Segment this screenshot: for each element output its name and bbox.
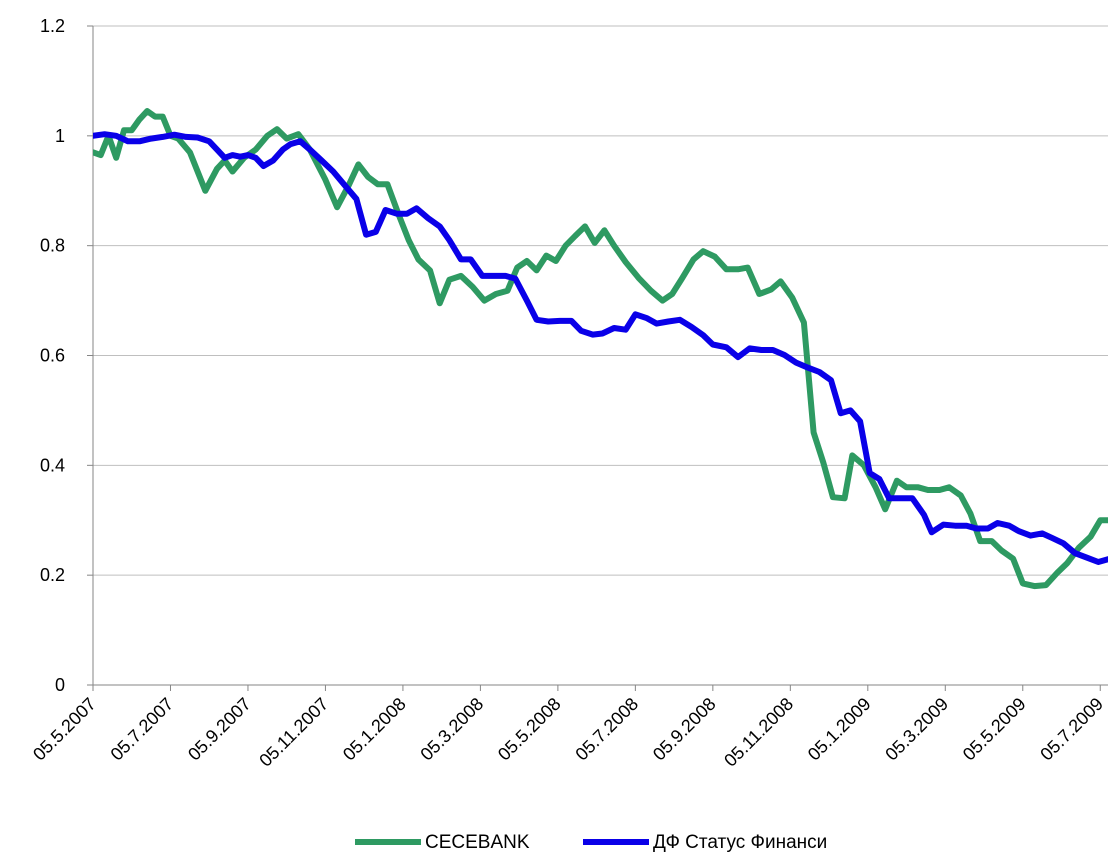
y-tick-label: 0.2 [40,565,65,585]
x-axis-tick-labels: 05.5.2007 05.7.2007 05.9.2007 05.11.2007 05.… [29,694,1107,771]
legend-label: ДФ Статус Финанси [653,832,827,853]
x-tick-label: 05.5.2008 [494,694,565,765]
x-tick-label: 05.9.2008 [649,694,720,765]
series-line-status-finansi [93,131,1108,565]
x-tick-label: 05.5.2007 [29,694,100,765]
legend-label: CECEBANK [425,832,530,853]
x-tick-label: 05.5.2009 [959,694,1030,765]
x-tick-label: 05.11.2008 [720,694,797,771]
y-tick-label: 0.8 [40,236,65,256]
y-tick-label: 1.2 [40,16,65,36]
gridlines [93,25,1108,576]
x-tick-label: 05.1.2008 [339,694,410,765]
x-tick-label: 05.7.2008 [571,694,642,765]
x-tick-label: 05.7.2009 [1036,694,1107,765]
y-tick-label: 1 [55,126,65,146]
legend: CECEBANK ДФ Статус Финанси [355,832,827,853]
series-line-cecebank [93,108,1108,590]
y-tick-label: 0.6 [40,346,65,366]
x-tick-label: 05.1.2009 [804,694,875,765]
y-tick-label: 0.4 [40,455,65,475]
y-axis-tick-labels: 0 0.2 0.4 0.6 0.8 1 1.2 [40,16,65,695]
y-tick-label: 0 [55,675,65,695]
x-tick-label: 05.9.2007 [184,694,255,765]
x-tick-label: 05.7.2007 [107,694,178,765]
x-tick-label: 05.3.2008 [416,694,487,765]
axes [87,25,1108,691]
series-lines [93,108,1108,590]
x-tick-label: 05.11.2007 [255,694,332,771]
x-tick-label: 05.3.2009 [881,694,952,765]
